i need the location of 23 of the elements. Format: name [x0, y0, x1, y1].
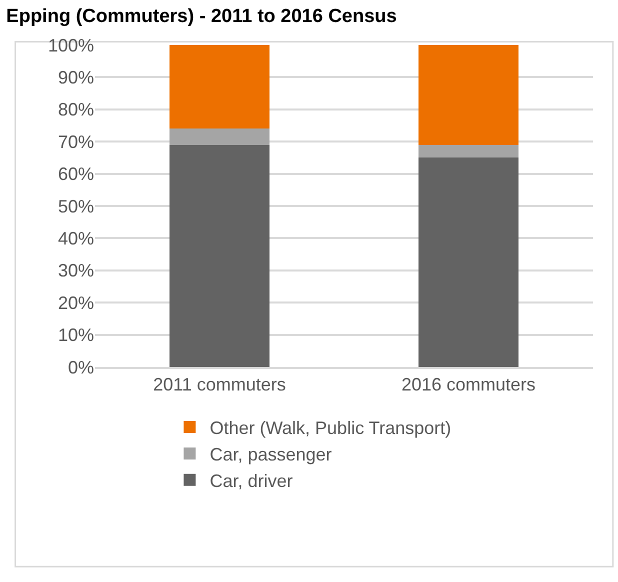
- legend-label: Car, driver: [210, 470, 293, 491]
- bar: [418, 144, 518, 158]
- y-tick-label: 0%: [68, 357, 94, 378]
- chart-title: Epping (Commuters) - 2011 to 2016 Census: [6, 6, 397, 28]
- y-tick-label: 80%: [58, 100, 94, 120]
- y-tick-label: 60%: [58, 164, 94, 184]
- y-tick-label: 40%: [58, 228, 94, 248]
- y-tick-label: 20%: [58, 292, 94, 313]
- y-tick-label: 100%: [48, 35, 94, 56]
- x-tick-label: 2016 commuters: [401, 374, 536, 394]
- bar: [170, 45, 270, 129]
- y-tick-label: 50%: [58, 196, 94, 216]
- y-tick-label: 30%: [58, 260, 94, 281]
- y-tick-label: 90%: [58, 68, 94, 88]
- legend-label: Car, passenger: [210, 444, 332, 464]
- bar: [418, 158, 518, 367]
- bar: [170, 128, 270, 145]
- bar: [418, 45, 518, 145]
- bar: [170, 144, 270, 367]
- legend-label: Other (Walk, Public Transport): [210, 418, 452, 438]
- y-tick-label: 70%: [58, 132, 94, 152]
- y-tick-label: 10%: [58, 325, 94, 346]
- x-tick-label: 2011 commuters: [153, 374, 286, 394]
